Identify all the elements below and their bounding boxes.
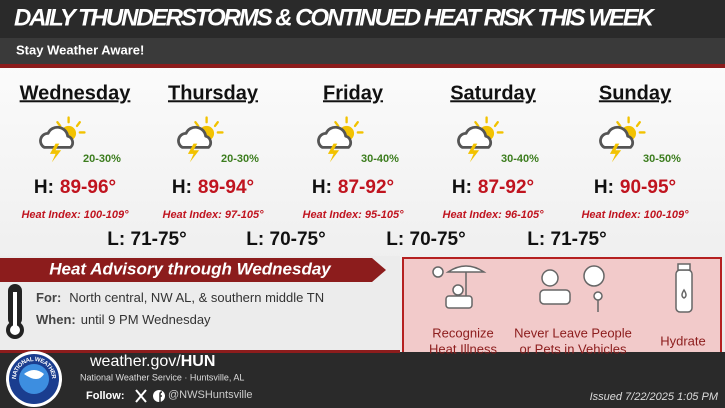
day-name: Friday xyxy=(323,82,384,104)
footer-divider xyxy=(0,350,400,353)
precip: 30-40% xyxy=(501,153,539,165)
follow: Follow: xyxy=(86,390,125,402)
day-name: Thursday xyxy=(168,82,259,104)
high: H: 87-92° xyxy=(312,177,394,198)
thermometer-icon xyxy=(6,284,24,339)
subtitle-bar xyxy=(0,38,725,64)
heat-index: Heat Index: 95-105° xyxy=(303,209,405,221)
high-value: 90-95° xyxy=(620,177,676,198)
site: weather.gov/ xyxy=(89,353,181,370)
high-label: H: xyxy=(452,177,472,198)
high: H: 89-94° xyxy=(172,177,254,198)
day-name: Saturday xyxy=(450,82,536,104)
high-label: H: xyxy=(34,177,54,198)
handle[interactable]: @NWSHuntsville xyxy=(168,389,253,401)
low: L: 71-75° xyxy=(527,229,606,250)
high-value: 89-96° xyxy=(60,177,116,198)
when-label: When: xyxy=(36,312,76,327)
high: H: 90-95° xyxy=(594,177,676,198)
divider xyxy=(0,64,725,68)
title: DAILY THUNDERSTORMS & CONTINUED HEAT RIS… xyxy=(14,4,656,31)
subtitle: Stay Weather Aware! xyxy=(16,42,144,57)
precip: 30-50% xyxy=(643,153,681,165)
precip: 30-40% xyxy=(361,153,399,165)
advisory-banner xyxy=(0,258,386,282)
footer-bar xyxy=(0,352,725,408)
svg-text:weather.gov/HUN: weather.gov/HUN xyxy=(89,353,215,370)
heat-index: Heat Index: 100-109° xyxy=(21,209,129,221)
advisory-title: Heat Advisory through Wednesday xyxy=(49,259,332,278)
org: National Weather Service · Huntsville, A… xyxy=(80,372,244,382)
high-value: 87-92° xyxy=(478,177,534,198)
svg-text:For:North central, NW AL, & so: For: North central, NW AL, & southern mid… xyxy=(36,290,324,305)
tip-text: or Pets in Vehicles xyxy=(520,341,627,356)
high-value: 89-94° xyxy=(198,177,254,198)
low: L: 71-75° xyxy=(107,229,186,250)
high-label: H: xyxy=(312,177,332,198)
office: HUN xyxy=(181,353,216,370)
day-name: Sunday xyxy=(599,82,672,104)
title-bar xyxy=(0,0,725,38)
tip-text: Heat Illness xyxy=(429,341,497,356)
high-value: 87-92° xyxy=(338,177,394,198)
for-text: North central, NW AL, & southern middle … xyxy=(69,290,324,305)
issued: Issued 7/22/2025 1:05 PM xyxy=(590,391,719,403)
precip: 20-30% xyxy=(83,153,121,165)
low: L: 70-75° xyxy=(246,229,325,250)
heat-index: Heat Index: 96-105° xyxy=(443,209,545,221)
tip-text: Never Leave People xyxy=(514,325,632,340)
precip: 20-30% xyxy=(221,153,259,165)
for-label: For: xyxy=(36,290,61,305)
tips-box xyxy=(402,257,722,365)
heat-index: Heat Index: 100-109° xyxy=(581,209,689,221)
nws-logo xyxy=(6,351,62,407)
when-text: until 9 PM Wednesday xyxy=(81,312,211,327)
low: L: 70-75° xyxy=(386,229,465,250)
high-label: H: xyxy=(594,177,614,198)
day-name: Wednesday xyxy=(20,82,132,104)
tip-text: Hydrate xyxy=(660,333,706,348)
svg-text:When:until 9 PM Wednesday: When: until 9 PM Wednesday xyxy=(36,312,211,327)
tip-text: Recognize xyxy=(432,325,493,340)
high: H: 87-92° xyxy=(452,177,534,198)
social-icons xyxy=(135,389,165,403)
heat-index: Heat Index: 97-105° xyxy=(163,209,265,221)
tip-icons xyxy=(432,263,693,313)
high: H: 89-96° xyxy=(34,177,116,198)
high-label: H: xyxy=(172,177,192,198)
